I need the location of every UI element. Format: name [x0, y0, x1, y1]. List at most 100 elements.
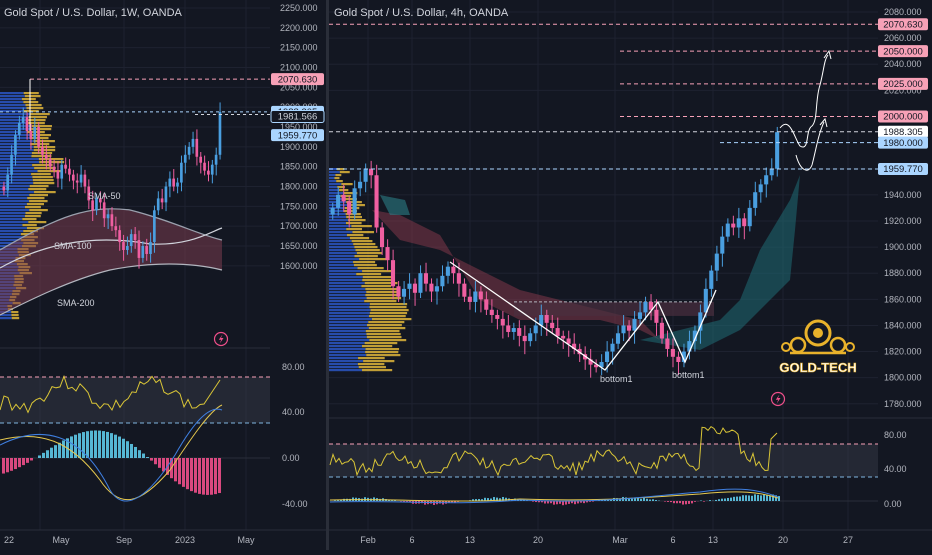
volume-bar [365, 351, 398, 353]
volume-bar [329, 255, 354, 257]
candle [203, 163, 206, 171]
volume-bar [329, 177, 334, 179]
time-tick: 6 [409, 535, 414, 545]
volume-bar [0, 191, 34, 193]
candle [748, 208, 752, 226]
volume-bar [329, 342, 365, 344]
macd-bar [631, 499, 633, 501]
rsi-tick: 40.00 [884, 464, 907, 474]
candle [375, 175, 379, 227]
macd-bar [664, 501, 666, 502]
macd-bar [138, 450, 141, 458]
candle [759, 184, 763, 192]
volume-bar [29, 209, 48, 211]
volume-bar [0, 227, 27, 229]
volume-bar [356, 273, 381, 275]
price-tick: 1700.000 [280, 221, 318, 231]
macd-bar [158, 458, 161, 468]
price-tick: 2150.000 [280, 43, 318, 53]
candle [336, 195, 340, 208]
volume-bar [359, 258, 387, 260]
candle [742, 218, 746, 226]
sma-200-label: SMA-200 [57, 298, 95, 308]
time-tick: 27 [843, 535, 853, 545]
price-label: 1981.566 [278, 112, 318, 123]
time-tick: Sep [116, 535, 132, 545]
macd-bar [26, 458, 29, 463]
macd-bar [154, 458, 157, 464]
volume-bar [329, 261, 353, 263]
volume-bar [31, 155, 51, 157]
macd-bar [682, 501, 684, 505]
volume-bar [329, 366, 359, 368]
time-tick: May [237, 535, 255, 545]
volume-bar [370, 303, 407, 305]
volume-bar [362, 369, 392, 371]
macd-bar [736, 497, 738, 501]
macd-bar [30, 458, 33, 460]
volume-bar [28, 119, 46, 121]
volume-bar [0, 182, 33, 184]
candle [49, 159, 52, 167]
candle [199, 157, 202, 163]
candle [207, 171, 210, 175]
macd-bar [730, 498, 732, 501]
macd-bar [106, 432, 109, 458]
candle [380, 227, 384, 247]
volume-bar [329, 300, 364, 302]
panel-divider[interactable] [326, 0, 329, 550]
macd-bar [22, 458, 25, 465]
candle [91, 200, 94, 210]
volume-bar [0, 161, 39, 163]
volume-bar [0, 104, 25, 106]
volume-bar [27, 197, 44, 199]
volume-bar [329, 360, 363, 362]
macd-bar [70, 436, 73, 458]
macd-bar [98, 431, 101, 458]
candle [10, 155, 13, 175]
left-chart-title: Gold Spot / U.S. Dollar, 1W, OANDA [4, 7, 183, 19]
candle [30, 131, 33, 139]
macd-bar [110, 433, 113, 458]
candle [665, 339, 669, 349]
rsi-band [329, 444, 878, 477]
bottom1-label-a: bottom1 [600, 374, 633, 384]
candle [523, 336, 527, 341]
candle [134, 234, 137, 240]
candle [130, 234, 133, 246]
time-tick: 20 [533, 535, 543, 545]
candle [610, 344, 614, 352]
volume-bar [0, 158, 39, 160]
macd-bar [691, 501, 693, 503]
volume-bar [358, 267, 384, 269]
candle [68, 169, 71, 175]
volume-bar [34, 146, 55, 148]
candle [440, 276, 444, 286]
candle [660, 323, 664, 339]
macd-tick: -40.00 [282, 499, 308, 509]
volume-bar [329, 315, 369, 317]
candle [753, 192, 757, 208]
sma-50-label: SMA-50 [88, 191, 121, 201]
volume-bar [329, 252, 357, 254]
volume-bar [329, 246, 354, 248]
volume-bar [0, 203, 27, 205]
volume-bar [29, 200, 48, 202]
volume-bar [367, 324, 402, 326]
volume-bar [366, 291, 400, 293]
volume-bar [352, 231, 374, 233]
price-tick: 1750.000 [280, 201, 318, 211]
volume-bar [30, 185, 49, 187]
candle [462, 284, 466, 297]
volume-bar [329, 354, 366, 356]
candle [215, 155, 218, 165]
candle [528, 333, 532, 341]
candle [37, 127, 40, 147]
time-tick: May [52, 535, 70, 545]
volume-bar [329, 189, 339, 191]
volume-bar [351, 225, 372, 227]
volume-bar [24, 92, 39, 94]
right-neckline-box [514, 302, 714, 316]
